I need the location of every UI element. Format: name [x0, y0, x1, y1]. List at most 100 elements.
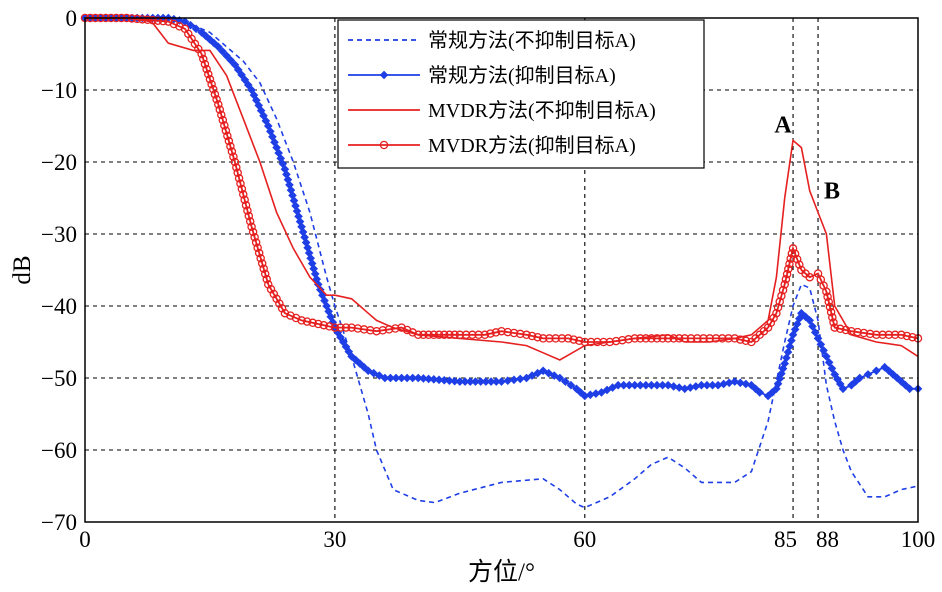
series-marker [730, 334, 739, 343]
series-marker [618, 335, 627, 345]
series-marker [191, 24, 201, 34]
series-marker [724, 334, 733, 343]
series-marker [772, 308, 781, 318]
series-marker [378, 326, 388, 335]
series-marker [781, 275, 791, 284]
series-marker [240, 195, 249, 205]
series-marker [825, 302, 835, 312]
series-marker [215, 105, 225, 114]
series-marker [372, 326, 381, 336]
series-marker [353, 324, 363, 333]
series-marker [223, 131, 232, 141]
series-marker [291, 313, 301, 323]
series-marker [264, 280, 273, 289]
series-marker [230, 157, 240, 167]
series-marker [210, 90, 220, 99]
series-marker [828, 313, 837, 322]
series-marker [256, 253, 265, 263]
series-marker [905, 384, 914, 394]
y-axis-title: dB [9, 255, 36, 284]
series-marker [717, 334, 727, 343]
series-marker [224, 136, 234, 146]
series-marker [549, 371, 559, 380]
series-marker [822, 287, 831, 296]
series-marker [212, 95, 221, 104]
series-marker [234, 173, 244, 183]
series-marker [810, 328, 820, 337]
y-tick-label: −30 [41, 222, 77, 247]
series-marker [237, 70, 246, 80]
series-marker [205, 74, 215, 84]
series-marker [824, 358, 834, 367]
series-marker [782, 269, 792, 279]
series-marker [243, 80, 253, 90]
series-marker [736, 335, 745, 344]
series-marker [784, 264, 793, 274]
series-marker [830, 323, 839, 332]
legend-item: 常规方法(抑制目标A) [348, 64, 616, 87]
series-marker [795, 260, 804, 269]
series-marker [515, 329, 525, 339]
series-marker [533, 332, 542, 342]
series-marker [544, 368, 554, 378]
x-tick-label: 85 [774, 527, 797, 552]
series-marker [630, 380, 640, 390]
series-marker [647, 380, 656, 390]
series-marker [782, 353, 791, 363]
series-marker [787, 249, 797, 258]
series-marker [586, 337, 596, 347]
series-marker [769, 313, 778, 323]
series-line-3 [85, 17, 919, 361]
x-tick-label: 88 [816, 527, 839, 552]
series-marker [233, 168, 242, 178]
series-marker [878, 330, 887, 340]
series-marker [763, 323, 773, 332]
series-marker [785, 259, 794, 269]
series-marker [413, 330, 423, 340]
y-tick-label: −40 [41, 294, 77, 319]
series-marker [319, 320, 329, 330]
series-marker [468, 330, 477, 340]
series-marker [408, 373, 417, 383]
legend-label: MVDR方法(不抑制目标A) [428, 99, 656, 122]
series-marker [439, 330, 449, 340]
legend: 常规方法(不抑制目标A) 常规方法(抑制目标A) MVDR方法(不抑制目标A) MVD… [337, 19, 705, 169]
series-marker [474, 330, 483, 340]
series-marker [555, 373, 565, 383]
series-marker [652, 380, 662, 390]
series-marker [697, 380, 706, 390]
series-marker [247, 222, 256, 232]
series-line-1 [85, 17, 919, 509]
series-marker [199, 54, 208, 64]
series-marker [822, 352, 831, 361]
series-marker [859, 328, 869, 338]
series-marker [908, 332, 917, 342]
series-marker [708, 380, 717, 390]
series-marker [486, 329, 495, 338]
series-marker [218, 115, 228, 125]
series-marker [325, 322, 334, 331]
series-marker [227, 147, 237, 156]
series-marker [890, 330, 900, 340]
series-marker [236, 179, 245, 188]
series-marker [841, 325, 851, 335]
series-marker [853, 327, 862, 337]
series-marker [641, 334, 651, 343]
series-marker [297, 316, 306, 325]
series-marker [872, 330, 881, 340]
series-marker [557, 334, 567, 343]
series-marker [148, 15, 157, 25]
series-marker [816, 340, 826, 349]
series-marker [277, 304, 287, 313]
x-axis-title: 方位/° [468, 558, 535, 586]
series-marker [509, 328, 519, 338]
series-marker [593, 337, 602, 347]
series-marker [792, 254, 802, 264]
series-marker [491, 328, 501, 337]
series-marker [200, 59, 210, 69]
series-marker [275, 299, 284, 308]
series-marker [229, 152, 238, 162]
series-marker [847, 326, 856, 336]
series-marker [865, 329, 875, 339]
legend-label: MVDR方法(抑制目标A) [428, 134, 636, 157]
